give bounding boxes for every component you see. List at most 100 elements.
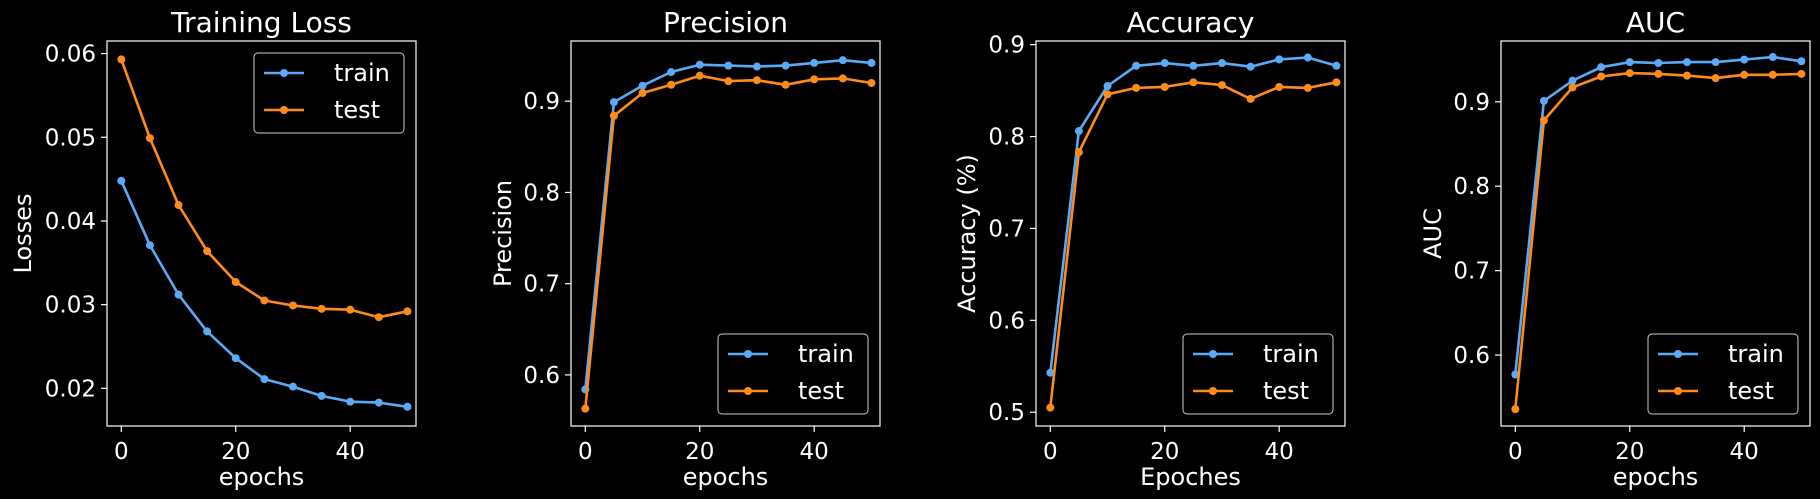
data-point-train bbox=[317, 391, 326, 400]
data-point-train bbox=[1568, 76, 1577, 85]
y-tick-label: 0.03 bbox=[45, 293, 96, 319]
data-point-test bbox=[667, 80, 676, 89]
y-tick-label: 0.9 bbox=[523, 89, 560, 115]
data-point-train bbox=[1160, 59, 1169, 68]
data-point-train bbox=[1682, 58, 1691, 67]
data-point-train bbox=[403, 402, 412, 411]
x-tick-label: 40 bbox=[1265, 439, 1294, 465]
data-point-test bbox=[1217, 81, 1226, 90]
y-tick-label: 0.6 bbox=[523, 363, 560, 389]
data-point-test bbox=[374, 313, 383, 322]
chart-title: Training Loss bbox=[170, 6, 352, 39]
chart-title: Precision bbox=[663, 6, 788, 39]
data-point-test bbox=[174, 201, 183, 210]
data-point-train bbox=[1275, 55, 1284, 64]
chart-panel-2: Precision 0 20 40 0.6 0.7 0.8 0.9 epochs Precisio… bbox=[489, 6, 881, 491]
chart-panel-3: Accuracy 0 20 40 0.5 0.6 0.7 0.8 0.9 Epoches Accur… bbox=[953, 6, 1346, 491]
data-point-train bbox=[1768, 53, 1777, 62]
y-tick-label: 0.06 bbox=[45, 42, 96, 68]
legend-label-test: test bbox=[334, 96, 380, 124]
data-point-test bbox=[288, 301, 297, 310]
legend-label-test: test bbox=[1728, 377, 1774, 405]
data-point-train bbox=[203, 327, 212, 336]
data-point-train bbox=[1332, 61, 1341, 70]
data-point-test bbox=[1046, 403, 1055, 412]
data-point-test bbox=[581, 404, 590, 413]
x-tick-label: 0 bbox=[1043, 439, 1058, 465]
data-point-test bbox=[1246, 94, 1255, 103]
data-point-train bbox=[1797, 57, 1806, 66]
data-point-test bbox=[752, 76, 761, 85]
y-tick-label: 0.7 bbox=[1453, 259, 1490, 285]
y-tick-label: 0.7 bbox=[988, 216, 1025, 242]
data-point-test bbox=[724, 77, 733, 86]
x-tick-label: 0 bbox=[114, 439, 129, 465]
x-tick-label: 20 bbox=[221, 439, 250, 465]
data-point-test bbox=[1597, 72, 1606, 81]
legend-label-train: train bbox=[334, 59, 390, 87]
data-point-train bbox=[145, 241, 154, 250]
data-point-train bbox=[1217, 59, 1226, 68]
legend-marker-test bbox=[280, 106, 288, 114]
data-point-test bbox=[1711, 74, 1720, 83]
y-tick-label: 0.05 bbox=[45, 125, 96, 151]
y-axis-label: Losses bbox=[9, 194, 37, 274]
legend-label-train: train bbox=[1263, 340, 1319, 368]
data-point-test bbox=[781, 80, 790, 89]
data-point-train bbox=[1046, 368, 1055, 377]
data-point-test bbox=[1654, 69, 1663, 78]
y-tick-label: 0.8 bbox=[523, 180, 560, 206]
chart-title: AUC bbox=[1626, 6, 1685, 39]
data-point-train bbox=[1303, 53, 1312, 62]
data-point-test bbox=[1568, 83, 1577, 92]
data-point-train bbox=[1740, 55, 1749, 64]
data-point-test bbox=[317, 304, 326, 313]
data-point-test bbox=[638, 89, 647, 98]
series-test bbox=[581, 71, 876, 413]
plot-frame bbox=[1035, 40, 1346, 427]
x-tick-label: 40 bbox=[336, 439, 365, 465]
x-tick-label: 20 bbox=[685, 439, 714, 465]
legend: train test bbox=[253, 52, 405, 134]
x-tick-label: 0 bbox=[1508, 439, 1523, 465]
y-tick-label: 0.5 bbox=[988, 400, 1025, 426]
data-point-test bbox=[1625, 69, 1634, 78]
legend-marker-train bbox=[280, 69, 288, 77]
data-point-test bbox=[231, 278, 240, 287]
data-point-test bbox=[1303, 83, 1312, 92]
data-point-test bbox=[1189, 78, 1198, 87]
data-point-train bbox=[695, 60, 704, 69]
legend: train test bbox=[1647, 333, 1799, 415]
data-point-test bbox=[810, 75, 819, 84]
y-axis-label: Accuracy (%) bbox=[953, 154, 981, 313]
data-point-train bbox=[638, 81, 647, 90]
plot-frame bbox=[570, 40, 881, 427]
data-point-train bbox=[231, 354, 240, 363]
data-point-test bbox=[145, 134, 154, 143]
y-tick-label: 0.6 bbox=[988, 308, 1025, 334]
chart-panel-4: AUC 0 20 40 0.6 0.7 0.8 0.9 epochs AUC train test bbox=[1419, 6, 1811, 491]
series-train bbox=[1046, 53, 1341, 377]
series-test bbox=[117, 55, 412, 322]
x-axis-label: epochs bbox=[683, 463, 769, 491]
data-point-test bbox=[346, 305, 355, 314]
y-tick-label: 0.7 bbox=[523, 272, 560, 298]
chart-panel-1: Training Loss 0 20 40 0.02 0.03 0.04 0.05 0.06 ep… bbox=[9, 6, 417, 491]
series-test bbox=[1046, 78, 1341, 412]
legend-marker-test bbox=[1674, 387, 1682, 395]
data-point-test bbox=[867, 78, 876, 87]
data-point-train bbox=[1597, 63, 1606, 72]
data-point-train bbox=[1625, 58, 1634, 67]
data-point-train bbox=[1132, 61, 1141, 70]
data-point-train bbox=[867, 58, 876, 67]
data-point-test bbox=[838, 74, 847, 83]
legend-marker-train bbox=[1209, 350, 1217, 358]
legend-marker-test bbox=[1209, 387, 1217, 395]
legend-label-test: test bbox=[1263, 377, 1309, 405]
x-tick-label: 0 bbox=[578, 439, 593, 465]
series-train bbox=[581, 56, 876, 394]
legend-label-test: test bbox=[798, 377, 844, 405]
series-train bbox=[117, 176, 412, 411]
data-point-test bbox=[1682, 71, 1691, 80]
data-point-train bbox=[781, 61, 790, 70]
